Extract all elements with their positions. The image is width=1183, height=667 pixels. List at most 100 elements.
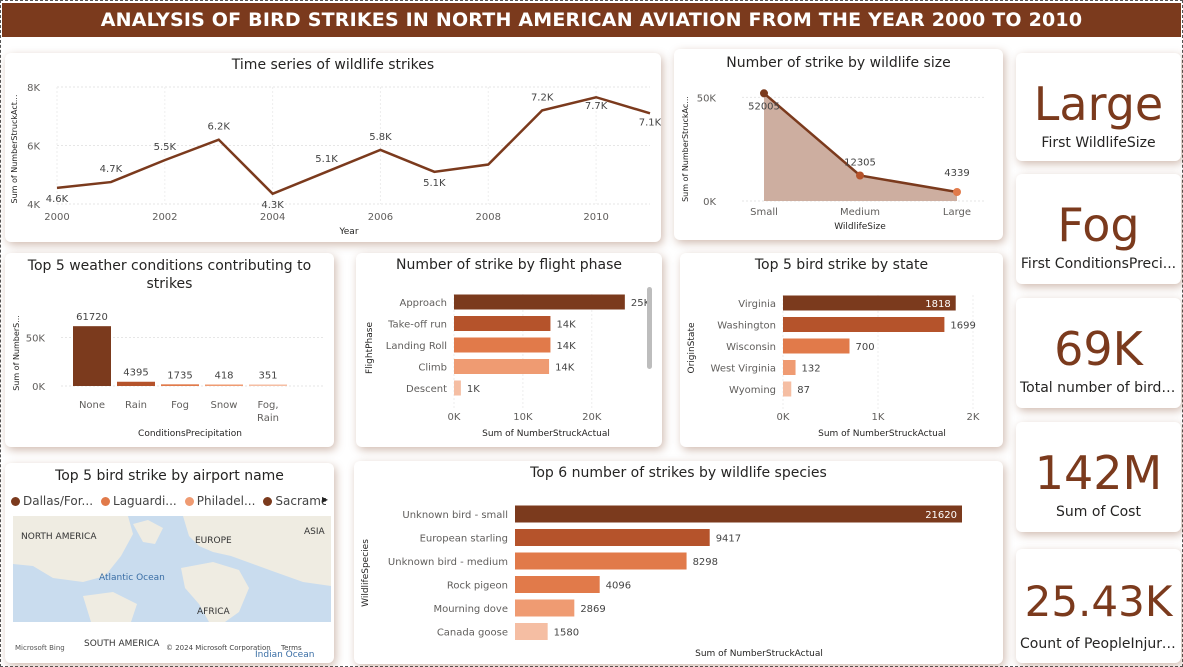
data-label: 6.2K xyxy=(207,122,230,133)
data-label: 1K xyxy=(467,384,480,395)
data-label: 14K xyxy=(555,363,575,374)
map-terms-link[interactable]: Terms xyxy=(281,644,302,652)
dashboard-title: ANALYSIS OF BIRD STRIKES IN NORTH AMERIC… xyxy=(2,3,1181,37)
data-label: 14K xyxy=(556,320,576,331)
x-tick-label: 0K xyxy=(777,412,790,423)
weather-title: Top 5 weather conditions contributing to… xyxy=(27,258,312,292)
wildlife-size-card[interactable]: Number of strike by wildlife size 0K 50K 5… xyxy=(674,49,1003,240)
bar xyxy=(454,337,551,353)
kpi-card-condition[interactable]: Fog First ConditionsPreci... xyxy=(1016,174,1181,284)
kpi-value: 69K xyxy=(1054,322,1143,376)
state-card[interactable]: Top 5 bird strike by state 0K 1K 2K Virgini… xyxy=(680,253,1003,447)
y-tick-label: West Virginia xyxy=(711,364,776,375)
flight-phase-scrollbar[interactable] xyxy=(647,287,652,369)
x-tick-label: Fog, xyxy=(257,400,278,411)
kpi-card-wildlife-size[interactable]: Large First WildlifeSize xyxy=(1016,53,1181,161)
data-label: 25K xyxy=(631,298,651,309)
kpi-value: 25.43K xyxy=(1024,577,1173,626)
legend-dot xyxy=(11,496,20,506)
y-tick-label: 50K xyxy=(697,93,717,104)
map-label-north-america: NORTH AMERICA xyxy=(21,532,97,542)
data-label: 700 xyxy=(856,342,875,353)
legend-item[interactable]: Laguardi... xyxy=(101,494,177,508)
x-tick-label: Fog xyxy=(171,400,189,411)
airport-map-card[interactable]: Top 5 bird strike by airport name Dallas… xyxy=(5,463,334,663)
species-title: Top 6 number of strikes by wildlife spec… xyxy=(530,465,827,481)
x-tick-label: 20K xyxy=(582,412,602,423)
flight-phase-chart: 0K 10K 20K Approach 25K Take-off run 14K Landin… xyxy=(365,294,651,439)
time-series-card[interactable]: Time series of wildlife strikes 4K 6K 8K 20… xyxy=(5,53,661,242)
x-tick-label: 2010 xyxy=(583,212,608,223)
x-tick-label: 10K xyxy=(513,412,533,423)
legend-label: Laguardi... xyxy=(113,494,177,508)
kpi-label: First WildlifeSize xyxy=(1041,135,1156,151)
kpi-value: Large xyxy=(1033,77,1164,131)
data-label: 1735 xyxy=(167,370,192,381)
bar xyxy=(515,505,962,523)
x-axis-title: Sum of NumberStruckActual xyxy=(482,429,610,439)
x-tick-label: Medium xyxy=(840,207,880,218)
x-axis-title: Year xyxy=(338,227,358,237)
kpi-label: First ConditionsPreci... xyxy=(1020,256,1177,272)
legend-item[interactable]: Sacrame... xyxy=(263,494,326,508)
world-map[interactable]: NORTH AMERICA EUROPE ASIA Atlantic Ocean… xyxy=(13,516,331,622)
state-title: Top 5 bird strike by state xyxy=(754,257,929,273)
bar xyxy=(783,360,796,375)
y-axis-title: Sum of NumberStruckAc... xyxy=(681,96,690,202)
wildlife-size-title: Number of strike by wildlife size xyxy=(726,55,951,71)
x-tick-label: 2K xyxy=(967,412,980,423)
legend-dot xyxy=(101,496,111,506)
x-tick-label: 0K xyxy=(448,412,461,423)
data-label: 5.1K xyxy=(315,154,338,165)
map-label-indian-ocean: Indian Ocean xyxy=(255,650,315,660)
species-card[interactable]: Top 6 number of strikes by wildlife spec… xyxy=(354,461,1003,664)
x-tick-label: Snow xyxy=(211,400,238,411)
legend-item[interactable]: Philadel... xyxy=(184,494,255,508)
y-tick-label: Wisconsin xyxy=(726,342,776,353)
x-tick-label: 2004 xyxy=(260,212,285,223)
y-tick-label: Mourning dove xyxy=(433,604,508,615)
flight-phase-card[interactable]: Number of strike by flight phase 0K 10K 20… xyxy=(356,253,662,447)
legend-item[interactable]: Dallas/For... xyxy=(11,494,93,508)
legend-dot xyxy=(184,496,194,506)
y-tick-label: Unknown bird - medium xyxy=(388,557,508,568)
map-land xyxy=(13,516,331,622)
x-tick-label: Large xyxy=(943,207,971,218)
airport-map-title: Top 5 bird strike by airport name xyxy=(55,468,284,484)
data-label: 5.5K xyxy=(154,142,177,153)
y-tick-label: 4K xyxy=(27,200,40,211)
bar xyxy=(783,381,792,397)
data-label: 5.1K xyxy=(423,178,446,189)
x-tick-label: 2008 xyxy=(476,212,501,223)
y-tick-label: European starling xyxy=(420,534,508,545)
data-label: 4096 xyxy=(606,581,631,592)
y-tick-label: Descent xyxy=(406,384,447,395)
y-axis-title: FlightPhase xyxy=(365,322,375,374)
kpi-card-cost[interactable]: 142M Sum of Cost xyxy=(1016,422,1181,532)
map-copyright: © 2024 Microsoft Corporation xyxy=(166,644,271,652)
y-tick-label: Approach xyxy=(399,298,447,309)
bar xyxy=(205,384,243,386)
data-label: 4395 xyxy=(123,368,148,379)
bar xyxy=(515,576,600,593)
data-point xyxy=(760,89,768,98)
bar xyxy=(783,338,850,354)
data-label: 7.1K xyxy=(639,117,661,128)
bar xyxy=(454,294,625,310)
y-tick-label: 0K xyxy=(32,382,45,393)
y-tick-label: Canada goose xyxy=(437,628,508,639)
kpi-card-people-injured[interactable]: 25.43K Count of PeopleInjured xyxy=(1016,549,1181,663)
kpi-card-total-birds[interactable]: 69K Total number of bird ... xyxy=(1016,298,1181,408)
bar xyxy=(454,359,550,374)
weather-card[interactable]: Top 5 weather conditions contributing to… xyxy=(5,253,334,447)
y-tick-label: Landing Roll xyxy=(386,341,447,352)
y-tick-label: Climb xyxy=(418,363,447,374)
wildlife-size-chart: 0K 50K 52005 Small 12305 Medium 4339 Large Wildl… xyxy=(681,89,984,232)
legend-next-arrow-icon[interactable]: ▸ xyxy=(321,492,328,506)
y-axis-title: Sum of NumberS... xyxy=(12,315,21,391)
data-label: 61720 xyxy=(76,312,108,323)
y-tick-label: 50K xyxy=(26,334,46,345)
x-tick-label: 1K xyxy=(872,412,885,423)
x-tick-label: Rain xyxy=(257,413,279,424)
bar xyxy=(515,599,575,617)
